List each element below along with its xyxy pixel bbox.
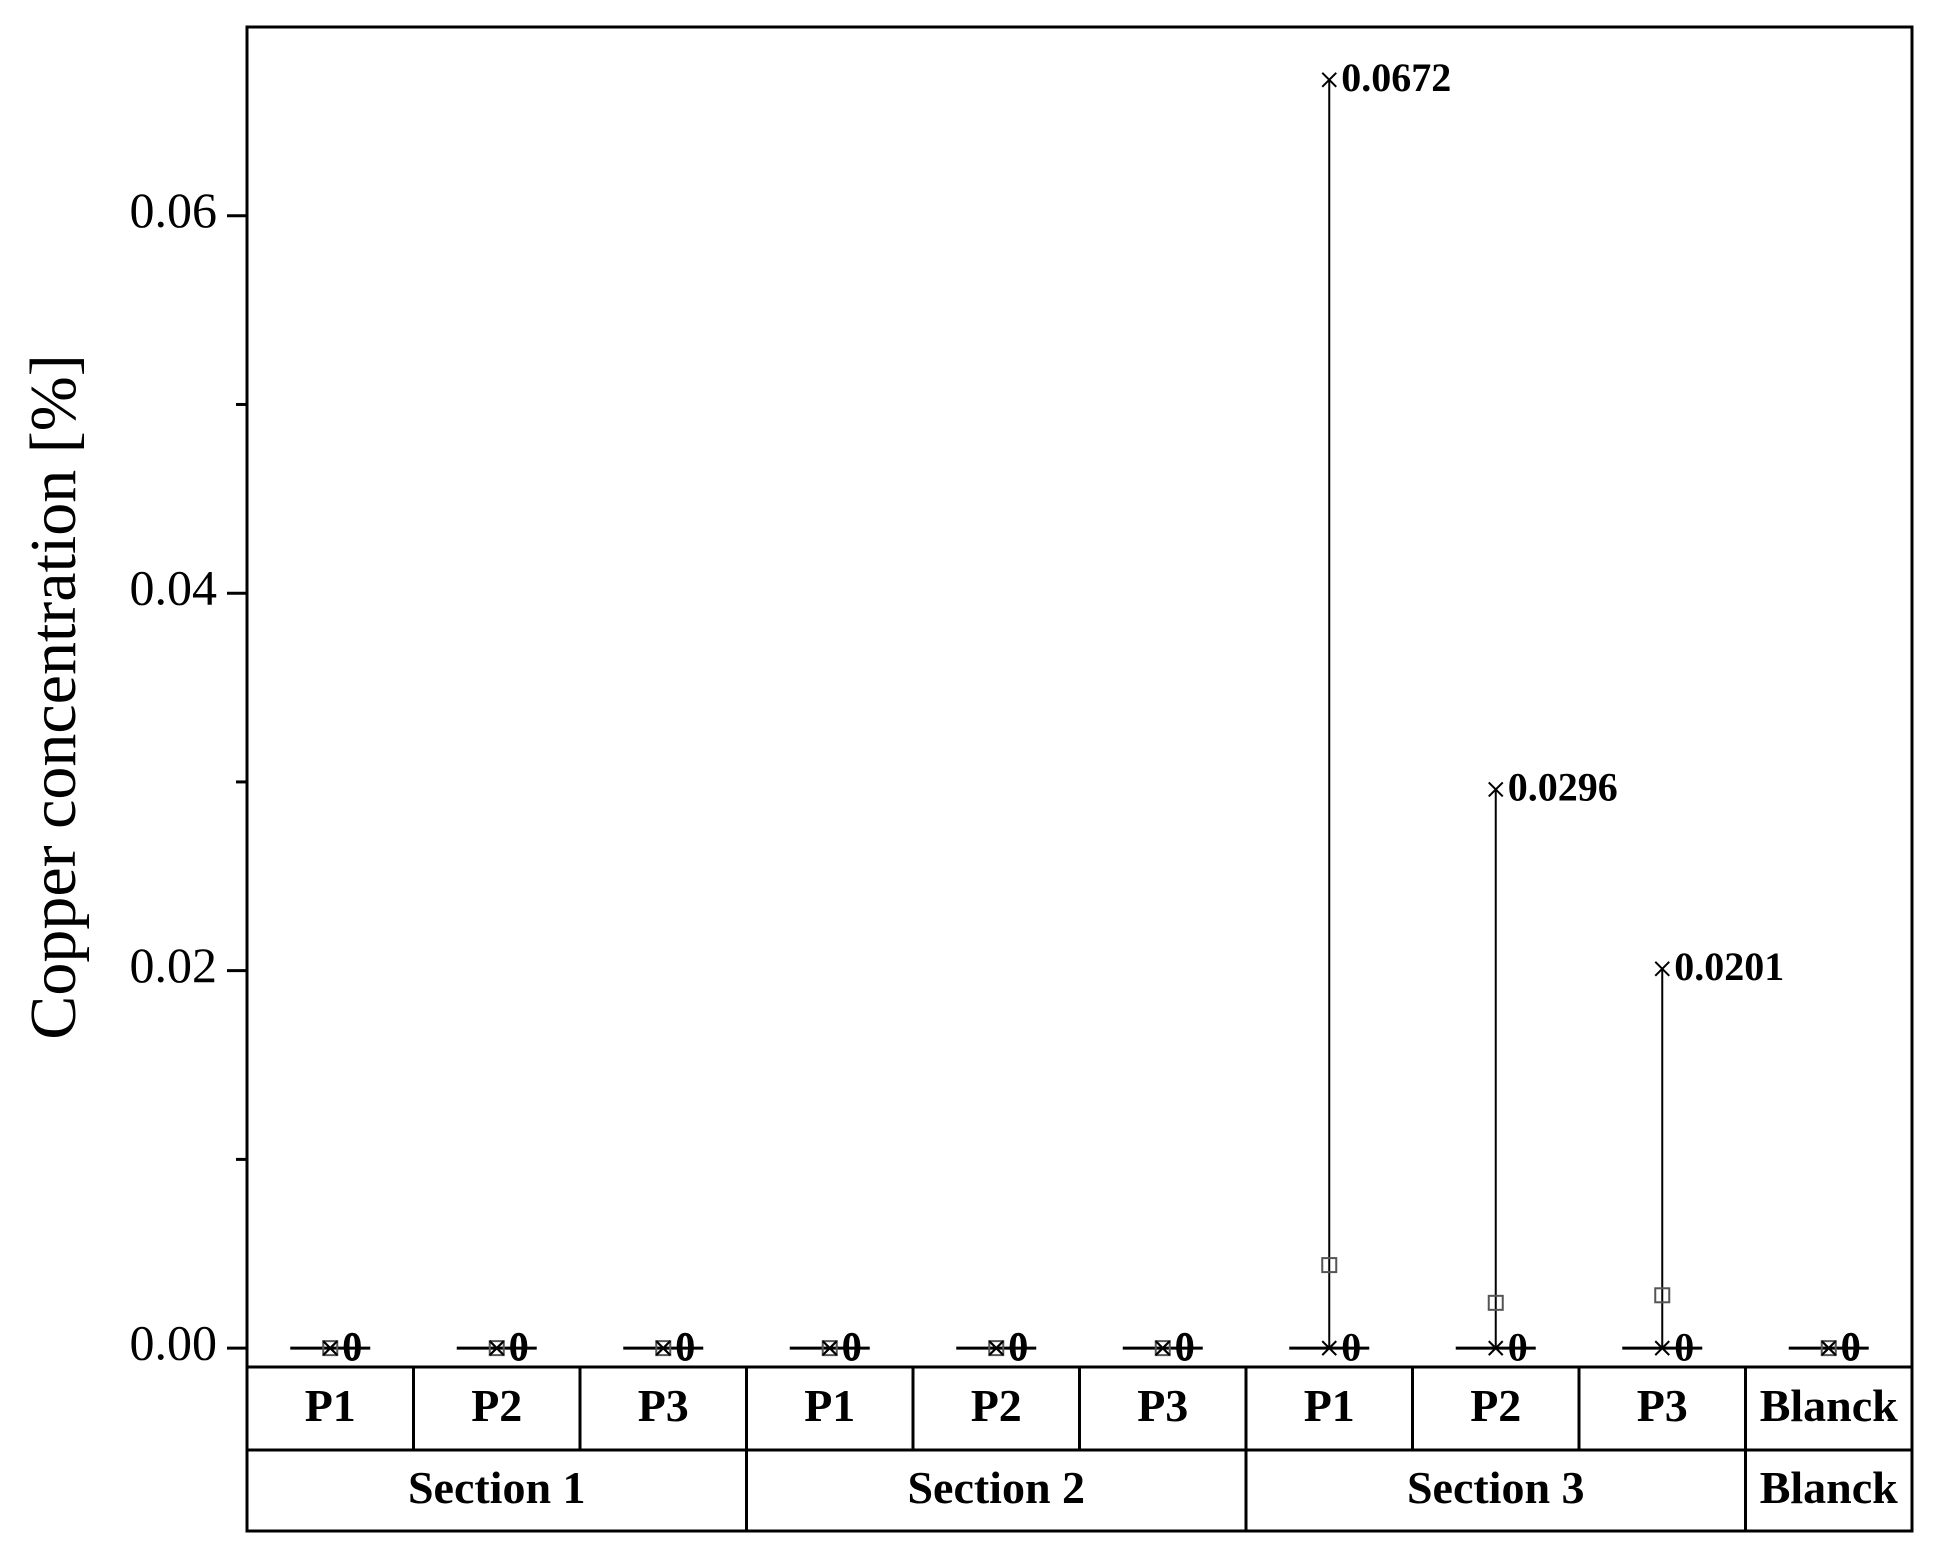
category-label: P1 [804,1380,855,1431]
max-label: 0.0672 [1341,55,1451,100]
max-label: 0 [1841,1323,1861,1368]
plot-frame [245,25,1914,1533]
category-label: P3 [638,1380,689,1431]
min-label: 0 [1508,1324,1528,1369]
max-marker [1654,961,1670,977]
max-label: 0 [509,1323,529,1368]
min-marker [1155,1340,1171,1356]
category-label: P3 [1637,1380,1688,1431]
min-marker [1821,1340,1837,1356]
min-label: 0 [842,1324,862,1369]
y-tick-label: 0.00 [130,1315,218,1371]
min-label: 0 [1841,1324,1861,1369]
mean-marker [488,1340,505,1357]
max-label: 0 [1175,1323,1195,1368]
min-marker [1488,1340,1504,1356]
min-label: 0 [509,1324,529,1369]
min-marker [822,1340,838,1356]
max-label: 0.0296 [1508,765,1618,810]
mean-marker [1154,1340,1171,1357]
min-label: 0 [1341,1324,1361,1369]
min-label: 0 [1175,1324,1195,1369]
group-label: Section 1 [408,1462,586,1513]
group-label: Section 3 [1407,1462,1585,1513]
category-label: P2 [471,1380,522,1431]
category-label: P1 [1304,1380,1355,1431]
mean-marker [1820,1340,1837,1357]
mean-marker [988,1340,1005,1357]
category-label: P2 [1470,1380,1521,1431]
max-marker [1488,781,1504,798]
group-label: Blanck [1760,1462,1898,1513]
min-label: 0 [675,1324,695,1369]
mean-marker [322,1340,339,1357]
max-label: 0.0201 [1674,944,1784,989]
min-marker [322,1340,338,1356]
y-tick-label: 0.02 [130,937,218,993]
max-marker [1321,72,1337,88]
min-label: 0 [342,1324,362,1369]
category-label: P3 [1137,1380,1188,1431]
min-marker [655,1340,671,1356]
mean-marker [1321,1257,1338,1274]
max-label: 0 [342,1323,362,1368]
y-tick-label: 0.04 [130,560,218,616]
mean-marker [1487,1294,1504,1311]
y-tick-label: 0.06 [130,182,218,238]
min-label: 0 [1008,1324,1028,1369]
min-marker [489,1340,505,1356]
max-label: 0 [1008,1323,1028,1368]
category-label: Blanck [1760,1380,1898,1431]
max-label: 0 [675,1323,695,1368]
mean-marker [821,1340,838,1357]
max-label: 0 [842,1323,862,1368]
min-marker [1654,1340,1670,1356]
y-axis-label: Copper concentration [%] [17,354,90,1039]
min-marker [1321,1340,1337,1356]
category-label: P2 [971,1380,1022,1431]
min-label: 0 [1674,1324,1694,1369]
group-label: Section 2 [907,1462,1085,1513]
mean-marker [1654,1287,1671,1304]
category-label: P1 [305,1380,356,1431]
mean-marker [655,1340,672,1357]
min-marker [988,1340,1004,1356]
